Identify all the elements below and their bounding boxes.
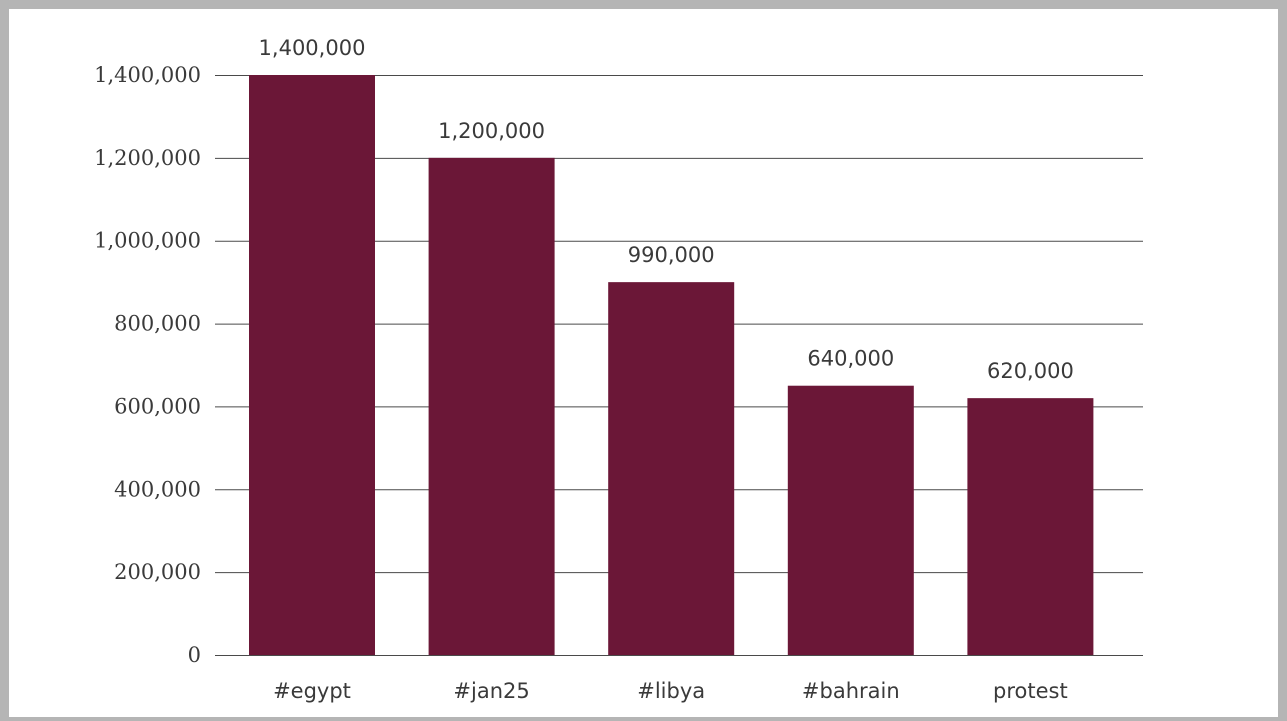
y-tick-label: 1,400,000 xyxy=(94,63,201,87)
y-tick-label: 400,000 xyxy=(114,477,201,501)
data-label: 620,000 xyxy=(987,359,1074,383)
y-tick-label: 800,000 xyxy=(114,312,201,336)
bar xyxy=(787,385,914,655)
y-axis-tick-labels: 0 200,000 400,000 600,000 800,000 1,000,000 1,… xyxy=(94,63,201,667)
x-tick-label: #egypt xyxy=(273,679,351,703)
data-label: 1,400,000 xyxy=(259,36,366,60)
data-label: 990,000 xyxy=(628,243,715,267)
y-tick-label: 200,000 xyxy=(114,560,201,584)
y-tick-label: 600,000 xyxy=(114,394,201,418)
bar xyxy=(428,157,555,655)
x-tick-label: #libya xyxy=(637,679,705,703)
data-label: 1,200,000 xyxy=(438,119,545,143)
bar xyxy=(967,398,1094,655)
x-tick-label: #bahrain xyxy=(802,679,900,703)
data-label: 640,000 xyxy=(807,347,894,371)
data-labels: 1,400,000 1,200,000 990,000 640,000 620,000 xyxy=(259,36,1074,383)
x-axis-category-labels: #egypt #jan25 #libya #bahrain protest xyxy=(273,679,1068,703)
x-tick-label: protest xyxy=(993,679,1068,703)
y-tick-label: 1,200,000 xyxy=(94,146,201,170)
bar xyxy=(249,75,375,655)
bars xyxy=(249,75,1094,655)
y-tick-label: 1,000,000 xyxy=(94,229,201,253)
bar xyxy=(608,282,735,655)
y-tick-label: 0 xyxy=(188,643,201,667)
x-tick-label: #jan25 xyxy=(453,679,529,703)
